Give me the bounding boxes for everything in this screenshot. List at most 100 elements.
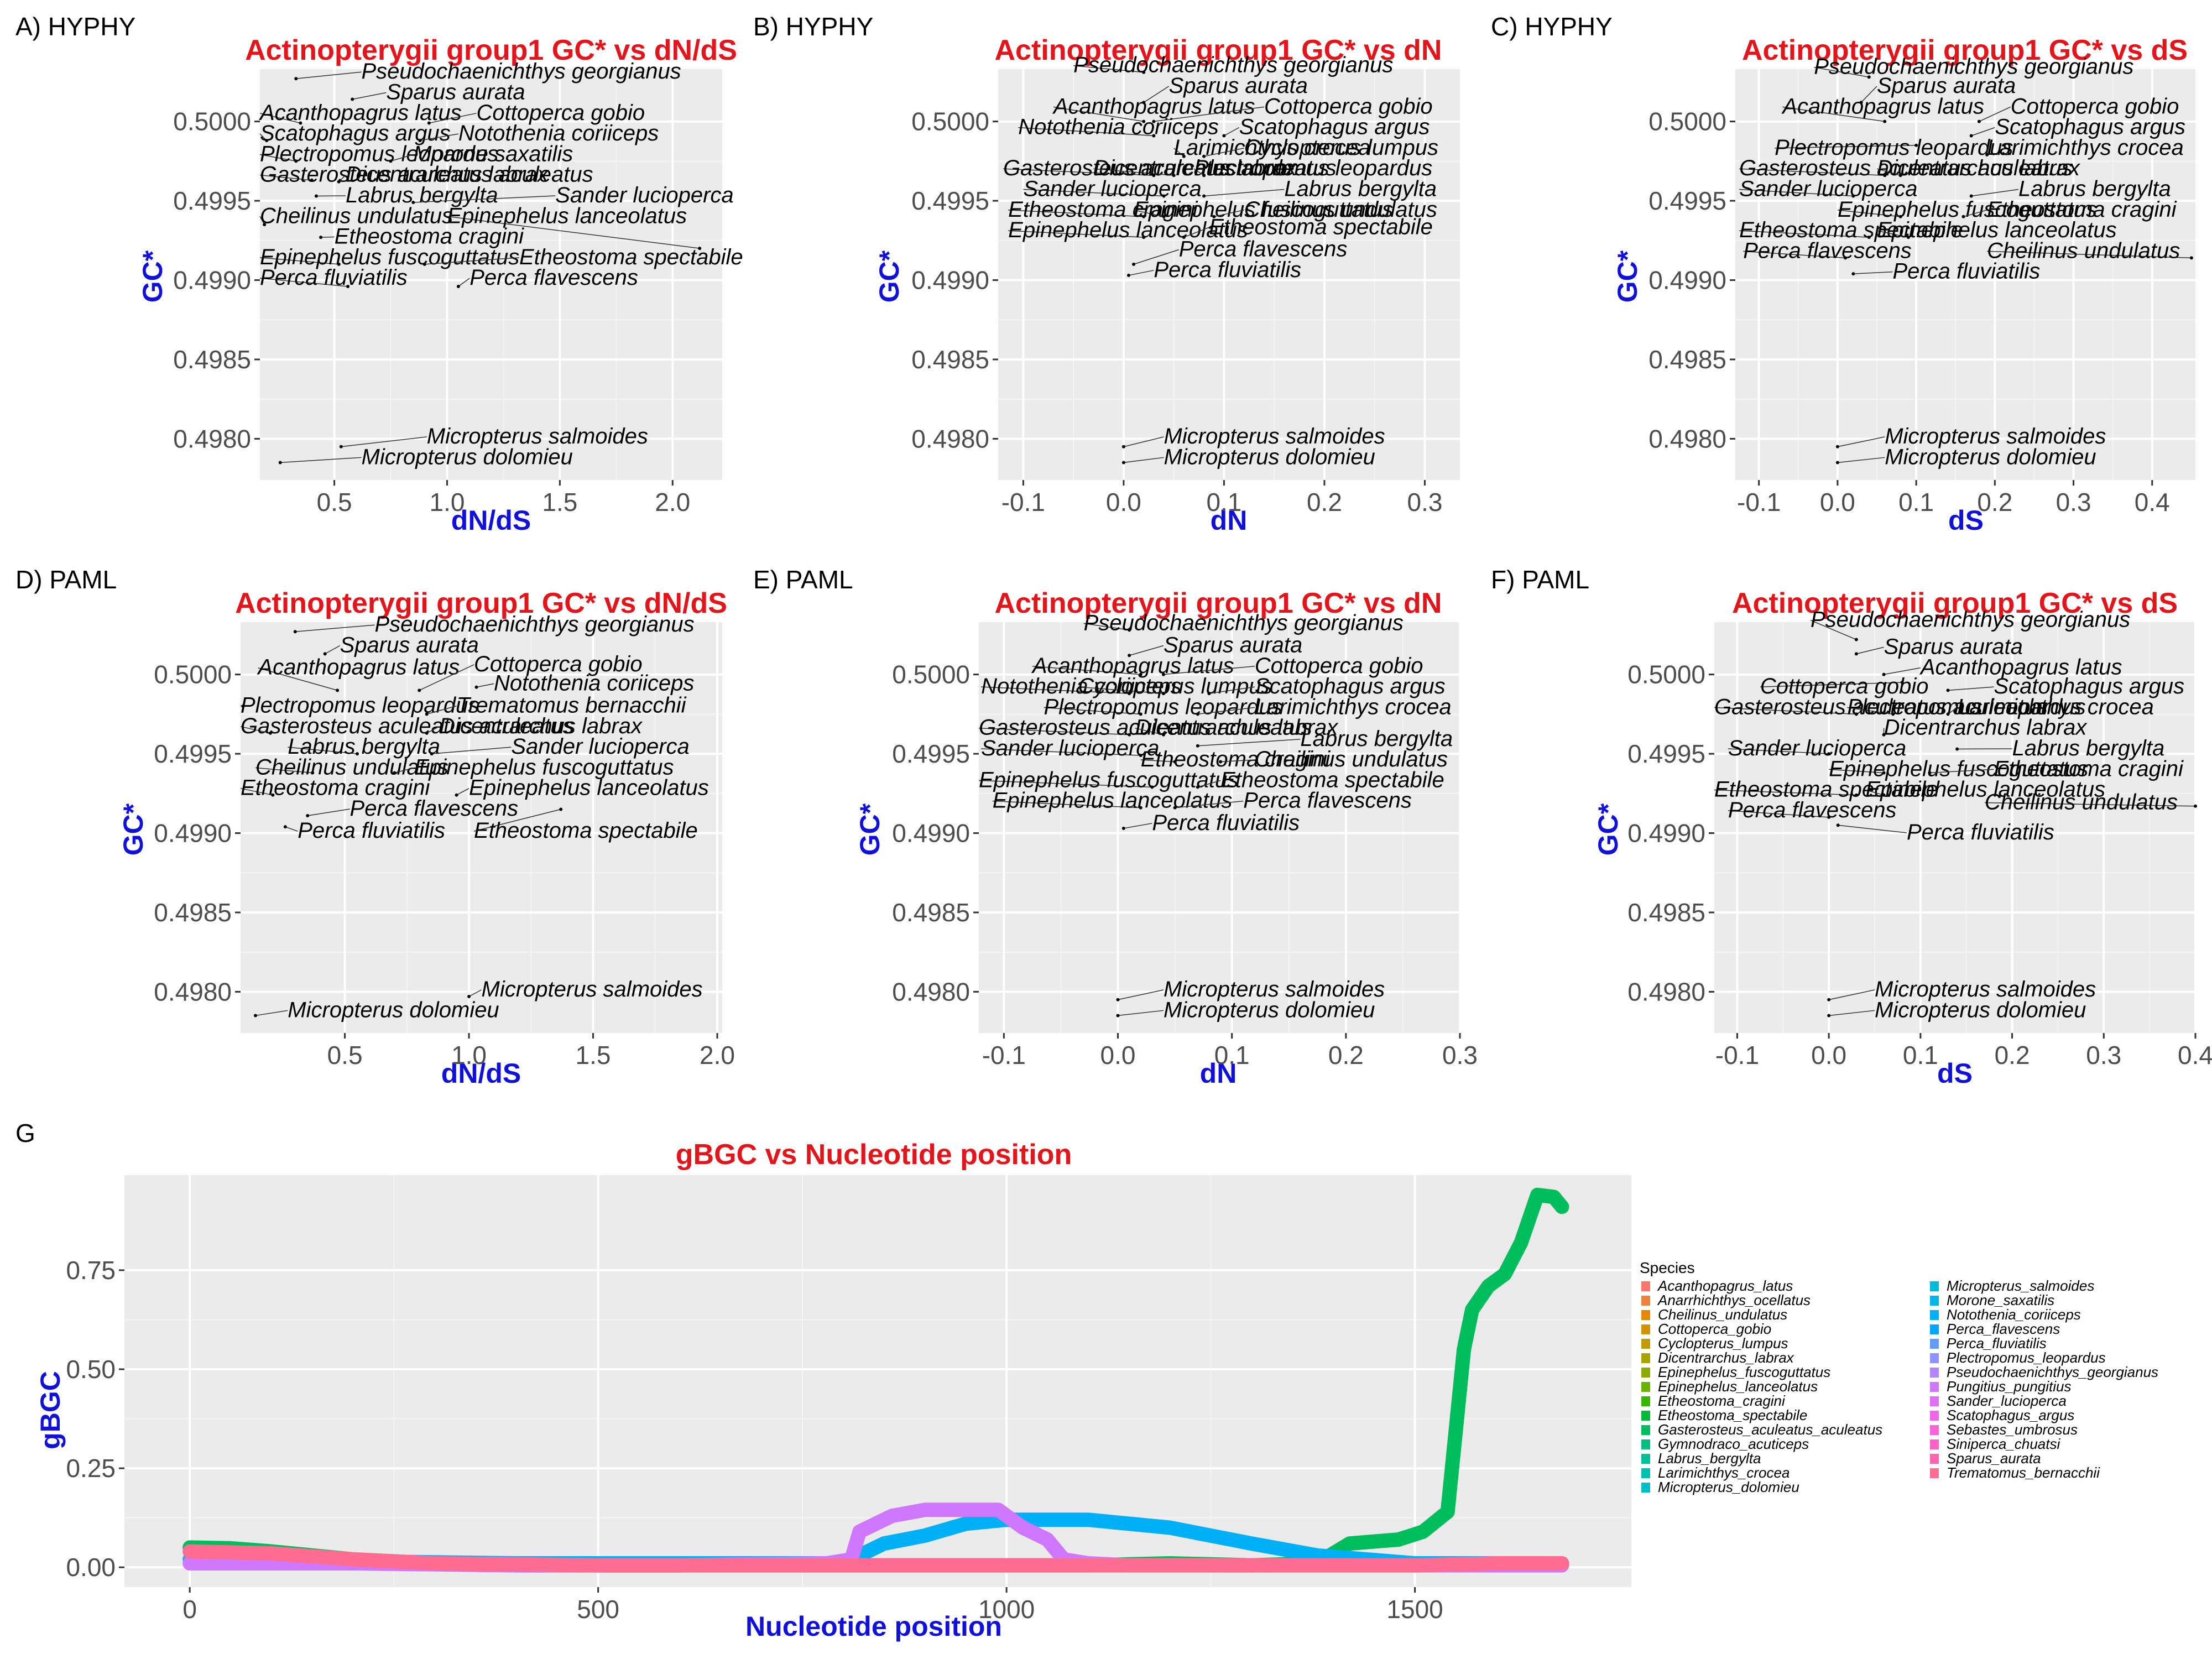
data-point-label: Sander lucioperca: [555, 183, 733, 207]
data-point-label: Cottoperca gobio: [1264, 94, 1433, 118]
data-point-label: Perca flavescens: [1743, 238, 1912, 263]
legend-item-label: Sparus_aurata: [1947, 1450, 2041, 1467]
data-point: [1132, 262, 1136, 266]
data-point: [337, 262, 341, 266]
label-leader-line: [1193, 168, 1204, 176]
data-point-label: Cheilinus undulatus: [255, 755, 448, 779]
x-tick-label: 0.2: [1328, 1041, 1364, 1070]
y-tick-label: 0.4985: [173, 345, 251, 374]
data-point: [1161, 692, 1165, 696]
label-leader-line: [1023, 189, 1164, 197]
data-point: [268, 731, 272, 735]
x-tick-label: 0.5: [317, 488, 352, 517]
data-point: [1202, 154, 1206, 158]
y-tick-label: 0.4990: [154, 819, 232, 848]
data-point: [1961, 215, 1965, 218]
x-tick-label: 2.0: [655, 488, 690, 517]
label-leader-line: [473, 808, 561, 832]
data-point-label: Acanthopagrus latus: [1919, 655, 2122, 680]
label-leader-line: [1865, 789, 1884, 796]
data-point: [1139, 806, 1142, 810]
data-point-label: Acanthopagrus latus: [1031, 654, 1234, 678]
data-point: [2189, 256, 2193, 260]
data-point-label: Micropterus salmoides: [1885, 424, 2106, 448]
legend-swatch: [1641, 1353, 1650, 1363]
data-point: [1202, 174, 1206, 178]
data-point-label: Larimichthys crocea: [1957, 695, 2154, 719]
y-tick-label: 0.4985: [911, 345, 989, 374]
legend-swatch: [1930, 1368, 1939, 1378]
label-leader-line: [1838, 825, 1907, 833]
x-tick-label: 0.2: [1995, 1041, 2030, 1070]
data-point-label: Perca flavescens: [1728, 798, 1897, 822]
data-point: [1844, 256, 1848, 260]
data-point: [339, 445, 343, 448]
label-leader-line: [1739, 230, 1869, 238]
data-point-label: Notothenia coriiceps: [458, 121, 659, 145]
data-point-label: Acanthopagrus latus: [1052, 94, 1255, 118]
label-leader-line: [352, 92, 387, 100]
label-leader-line: [447, 216, 700, 249]
panel-d-title: Actinopterygii group1 GC* vs dN/dS: [235, 587, 727, 619]
panel-tag-f: F) PAML: [1491, 565, 1589, 594]
label-leader-line: [259, 174, 312, 181]
label-leader-line: [1987, 251, 2192, 259]
label-leader-line: [1118, 989, 1164, 1000]
data-point-label: Epinephelus lanceolatus: [1865, 778, 2105, 802]
data-point-label: Gasterosteus aculeatus aculeatus: [260, 163, 593, 187]
data-point: [1854, 712, 1858, 716]
data-point: [263, 223, 267, 227]
y-tick-label: 0.4980: [911, 424, 989, 453]
data-point: [1173, 806, 1177, 810]
data-point-label: Etheostoma cragini: [1994, 757, 2184, 781]
x-tick-label: 500: [577, 1595, 619, 1624]
legend-swatch: [1930, 1439, 1939, 1449]
label-leader-line: [456, 788, 469, 796]
label-leader-line: [1154, 106, 1265, 122]
data-point-label: Micropterus dolomieu: [1875, 998, 2086, 1022]
data-point: [2194, 804, 2197, 808]
panel-g-plot: 0 500 1000 1500 0.00 0.25 0.50 0.75: [66, 1175, 1631, 1624]
x-tick-label: 0.4: [2178, 1041, 2212, 1070]
panel-c-title: Actinopterygii group1 GC* vs dS: [1742, 34, 2188, 66]
data-point-label: Micropterus salmoides: [427, 424, 648, 448]
data-point-label: Dicentrarchus labrax: [439, 714, 643, 738]
data-point: [1900, 681, 1904, 685]
legend-swatch: [1641, 1396, 1650, 1406]
data-point: [1172, 174, 1176, 178]
data-point: [1827, 998, 1831, 1001]
label-leader-line: [1828, 989, 1875, 1000]
y-tick-label: 0.4995: [1648, 186, 1726, 215]
data-point: [337, 180, 341, 184]
label-leader-line: [390, 154, 414, 162]
panel-a-ylabel: GC*: [137, 250, 168, 302]
label-leader-line: [259, 278, 348, 287]
panel-f-xlabel: dS: [1937, 1058, 1973, 1089]
data-point: [1835, 461, 1839, 465]
y-tick-label: 0.4980: [154, 977, 232, 1006]
label-leader-line: [1123, 823, 1152, 829]
label-leader-line: [1209, 686, 1255, 694]
label-leader-line: [429, 113, 477, 124]
label-leader-line: [394, 767, 415, 774]
data-point: [1202, 194, 1206, 198]
data-point-label: Labrus bergylta: [2012, 736, 2165, 760]
data-point: [1882, 733, 1886, 737]
data-point-label: Micropterus dolomieu: [1885, 445, 2096, 469]
label-leader-line: [1963, 210, 1987, 217]
legend-swatch: [1641, 1468, 1650, 1478]
panel-g-xlabel: Nucleotide position: [745, 1611, 1002, 1642]
data-point-label: Scatophagus argus: [1994, 674, 2184, 698]
y-tick-label: 0.4995: [173, 186, 251, 215]
x-tick-label: -0.1: [1715, 1041, 1759, 1070]
data-point: [411, 200, 415, 204]
y-tick-label: 0.4990: [173, 266, 251, 295]
label-leader-line: [476, 683, 494, 688]
legend-swatch: [1930, 1454, 1939, 1464]
y-tick-label: 0.4995: [154, 739, 232, 768]
data-point: [418, 688, 421, 692]
data-point: [1121, 445, 1125, 448]
label-leader-line: [1197, 739, 1301, 747]
panel-f-plot: -0.1 0.0 0.1 0.2 0.3 0.4 0.4980 0.4985 0.4990 0.4…: [1627, 608, 2212, 1070]
label-leader-line: [1829, 769, 1884, 774]
